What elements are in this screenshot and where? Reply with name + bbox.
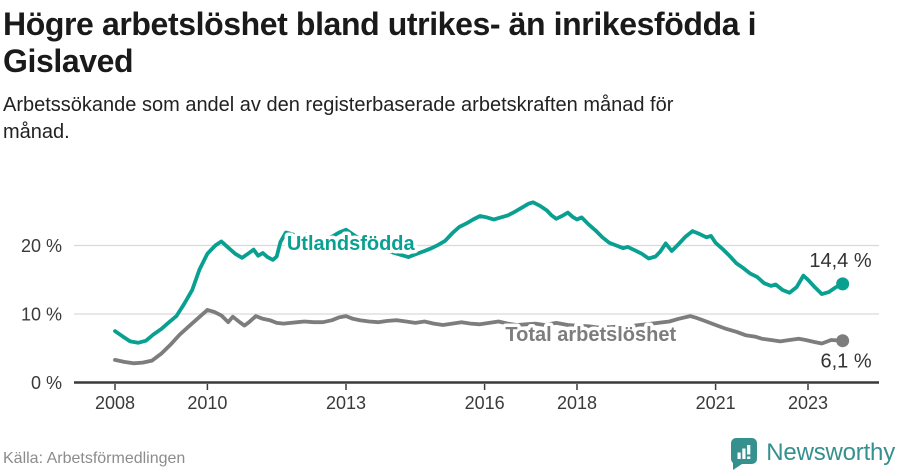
series-label-utlandsf-dda: Utlandsfödda [287,233,416,255]
chart-title-line-1: Högre arbetslöshet bland utrikes- än inr… [3,6,757,42]
chart-subtitle-line-1: Arbetssökande som andel av den registerb… [3,94,674,116]
logo-exclamation-bar [747,444,751,454]
x-tick-label-2018: 2018 [557,393,597,413]
newsworthy-logo: Newsworthy [730,436,895,470]
end-value-label-utlandsf-dda: 14,4 % [809,250,871,272]
newsworthy-icon [731,437,758,470]
chart-subtitle: Arbetssökande som andel av den registerb… [3,92,863,146]
y-tick-label-0: 0 % [31,373,62,393]
end-value-label-total-arbetsl-shet: 6,1 % [820,351,871,373]
chart-title: Högre arbetslöshet bland utrikes- än inr… [3,6,889,80]
x-tick-label-2008: 2008 [95,393,135,413]
x-tick-label-2016: 2016 [465,393,505,413]
x-tick-label-2023: 2023 [788,393,828,413]
logo-bar-tall [742,448,746,459]
series-line-total-arbetsl-shet [113,307,845,366]
series-end-dot-utlandsf-dda [836,277,850,291]
series-label-total-arbetsl-shet: Total arbetslöshet [505,324,676,346]
logo-exclamation-dot [747,456,751,459]
x-tick-label-2010: 2010 [187,393,227,413]
source-note: Källa: Arbetsförmedlingen [3,450,186,467]
logo-bar-short [737,452,741,459]
chart-title-line-2: Gislaved [3,43,134,79]
newsworthy-wordmark: Newsworthy [766,439,895,466]
x-tick-label-2021: 2021 [696,393,736,413]
y-tick-label-20: 20 % [21,236,62,256]
series-line-utlandsf-dda [113,200,845,345]
series-end-dot-total-arbetsl-shet [836,334,850,348]
chart-subtitle-line-2: månad. [3,121,70,143]
x-tick-label-2013: 2013 [326,393,366,413]
y-tick-label-10: 10 % [21,305,62,325]
